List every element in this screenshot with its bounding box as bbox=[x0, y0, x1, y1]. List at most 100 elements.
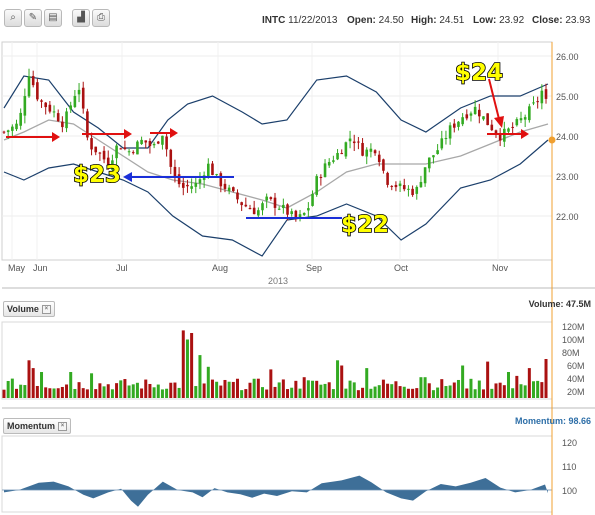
volume-bar bbox=[115, 383, 119, 398]
candle-body bbox=[257, 210, 260, 216]
momentum-pane-frame bbox=[1, 435, 553, 513]
month-label-may: May bbox=[8, 263, 26, 273]
volume-bar bbox=[48, 388, 52, 398]
volume-bar bbox=[319, 384, 323, 398]
volume-bar bbox=[456, 379, 460, 398]
volume-bar bbox=[181, 330, 185, 398]
volume-bar bbox=[94, 389, 98, 398]
candle-body bbox=[544, 89, 548, 99]
candle-body bbox=[232, 187, 235, 192]
candle-body bbox=[427, 157, 431, 169]
annotation-23: $23 bbox=[73, 162, 121, 188]
candle-body bbox=[290, 211, 293, 215]
volume-bar bbox=[294, 380, 298, 398]
candle-body bbox=[123, 147, 127, 150]
volume-bar bbox=[373, 386, 377, 398]
quote-close: Close: 23.93 bbox=[532, 15, 590, 29]
volume-bar bbox=[465, 388, 469, 398]
document-icon[interactable]: ▤ bbox=[44, 9, 62, 27]
candle-body bbox=[56, 113, 60, 122]
month-label-jul: Jul bbox=[116, 263, 128, 273]
volume-bar bbox=[85, 389, 89, 398]
volume-bar bbox=[131, 384, 135, 398]
month-label-jun: Jun bbox=[33, 263, 48, 273]
volume-bar bbox=[102, 386, 106, 398]
volume-bar bbox=[135, 382, 139, 398]
candle-body bbox=[536, 101, 539, 103]
momentum-tick-label: 120 bbox=[562, 438, 577, 448]
candle-body bbox=[498, 133, 502, 141]
volume-bar bbox=[298, 388, 302, 398]
open-value: 24.50 bbox=[378, 15, 404, 26]
print-icon[interactable]: ⎙ bbox=[92, 9, 110, 27]
low-value: 23.92 bbox=[499, 15, 525, 26]
month-gridlines bbox=[11, 42, 499, 260]
candle-body bbox=[65, 111, 68, 129]
momentum-title-text: Momentum bbox=[7, 421, 55, 431]
quote-header: INTC 11/22/2013 bbox=[262, 15, 337, 29]
candle-body bbox=[452, 123, 456, 128]
quote-symbol: INTC bbox=[262, 15, 286, 26]
momentum-pane-title[interactable]: Momentum × bbox=[3, 418, 71, 434]
red-arrow-head bbox=[170, 128, 178, 138]
candle-body bbox=[206, 163, 210, 178]
volume-tick-label: 40M bbox=[567, 374, 585, 384]
candle-body bbox=[436, 150, 439, 155]
price-tick-label: 24.00 bbox=[556, 132, 579, 142]
search-icon[interactable]: ⌕ bbox=[4, 9, 22, 27]
red-arrow-head bbox=[52, 132, 60, 142]
volume-bar bbox=[511, 388, 515, 398]
candle-body bbox=[69, 105, 73, 110]
candle-body bbox=[236, 192, 239, 200]
candle-body bbox=[190, 186, 193, 189]
candle-body bbox=[273, 197, 277, 208]
momentum-axis: 120 110 100 bbox=[562, 438, 577, 496]
high-value: 24.51 bbox=[439, 15, 465, 26]
pencil-icon[interactable]: ✎ bbox=[24, 9, 42, 27]
volume-bar bbox=[527, 368, 531, 398]
candle-body bbox=[327, 161, 331, 166]
volume-bar bbox=[240, 390, 244, 398]
volume-bar bbox=[202, 383, 206, 398]
close-icon[interactable]: × bbox=[41, 305, 51, 315]
candle-body bbox=[302, 212, 306, 215]
volume-bar bbox=[286, 389, 290, 398]
candle-body bbox=[386, 172, 389, 185]
volume-bar bbox=[235, 378, 239, 398]
volume-bar bbox=[127, 385, 131, 398]
close-icon[interactable]: × bbox=[58, 422, 67, 432]
candle-body bbox=[198, 179, 202, 184]
volume-readout: Volume: 47.5M bbox=[528, 299, 591, 309]
candle-body bbox=[44, 102, 47, 108]
volume-bar bbox=[165, 388, 169, 398]
candle-body bbox=[19, 112, 22, 126]
candle-body bbox=[282, 204, 285, 209]
candle-body bbox=[94, 146, 98, 153]
volume-pane-title[interactable]: Volume × bbox=[3, 301, 55, 317]
candle-body bbox=[119, 148, 123, 150]
candle-body bbox=[494, 130, 498, 135]
candle-body bbox=[194, 182, 198, 187]
candle-body bbox=[294, 210, 298, 219]
candle-body bbox=[90, 138, 93, 150]
volume-bar bbox=[152, 387, 156, 398]
candle-body bbox=[215, 174, 218, 176]
volume-bar bbox=[540, 382, 544, 398]
volume-bar bbox=[273, 386, 277, 398]
candle-body bbox=[77, 89, 81, 95]
volume-bar bbox=[323, 383, 327, 398]
candle-body bbox=[6, 130, 10, 133]
candle-body bbox=[415, 186, 419, 194]
volume-tick-label: 20M bbox=[567, 387, 585, 397]
candle-body bbox=[336, 152, 339, 160]
momentum-area bbox=[4, 475, 548, 507]
volume-bar bbox=[277, 382, 281, 398]
volume-tick-label: 80M bbox=[562, 348, 580, 358]
chart-icon[interactable]: ▟ bbox=[72, 9, 90, 27]
volume-bar bbox=[386, 383, 390, 398]
volume-bar bbox=[77, 382, 81, 398]
volume-bar bbox=[69, 372, 73, 398]
candle-body bbox=[219, 173, 223, 187]
candle-body bbox=[177, 174, 181, 185]
candle-body bbox=[523, 117, 527, 120]
